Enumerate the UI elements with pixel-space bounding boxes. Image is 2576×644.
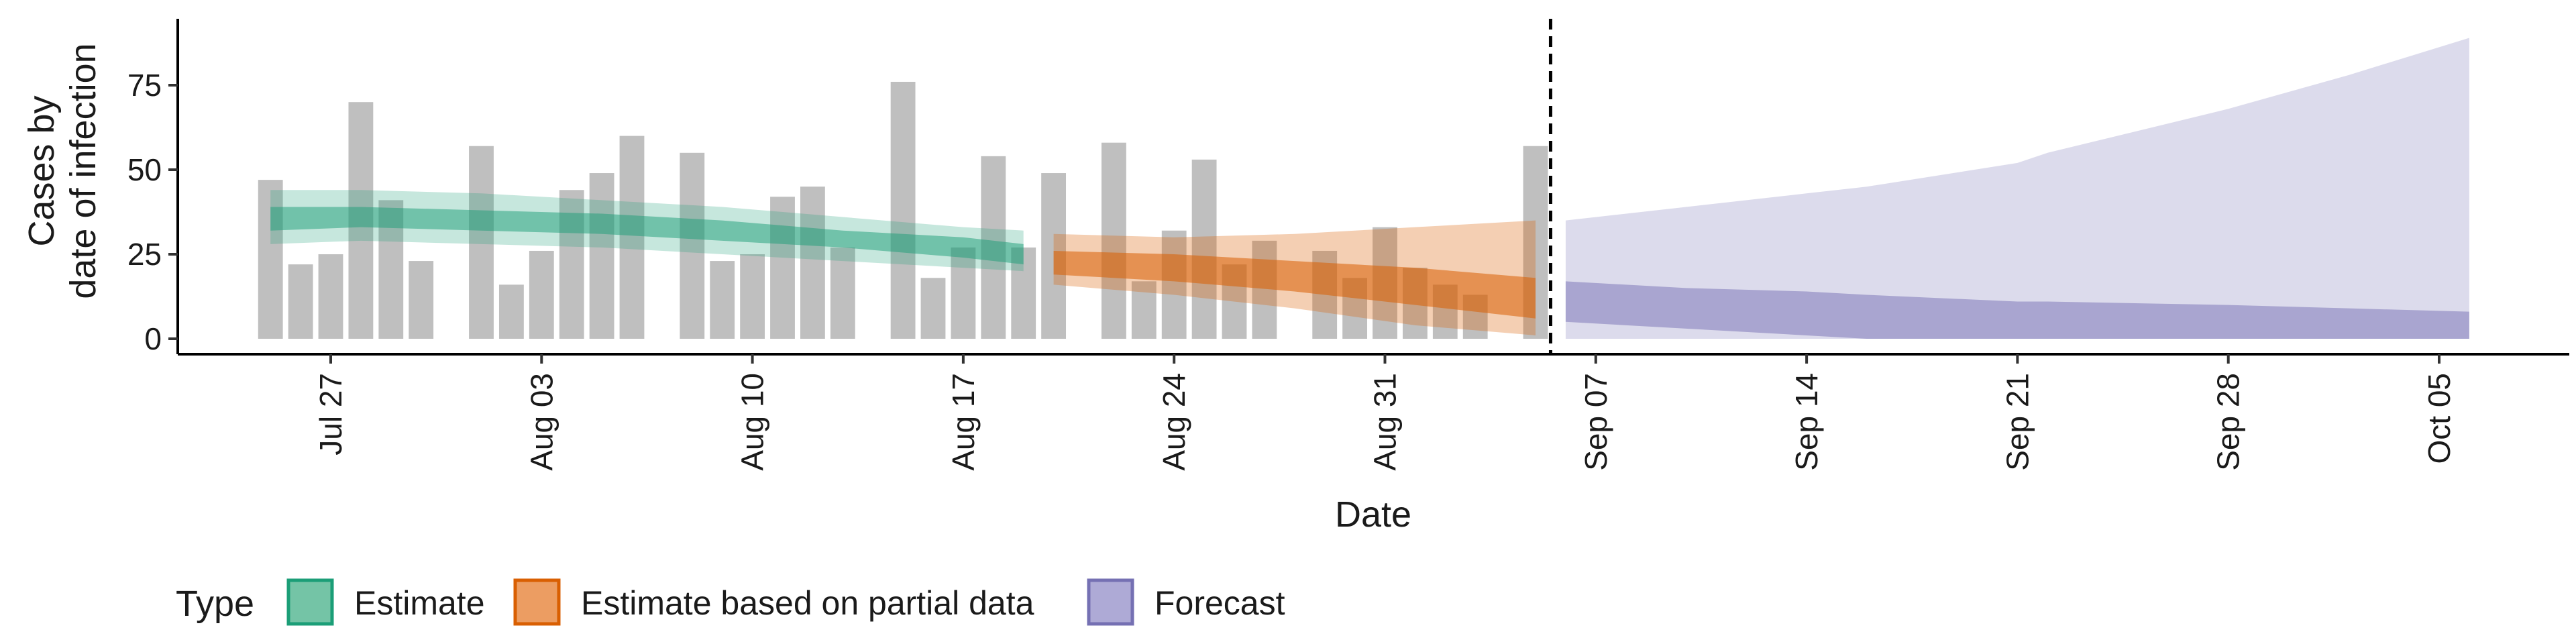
case-bar xyxy=(318,254,343,339)
case-bar xyxy=(770,197,795,339)
case-bar xyxy=(680,152,705,339)
legend-key-3 xyxy=(1087,578,1134,626)
y-axis-ticks: 0 25 50 75 xyxy=(127,68,178,356)
x-axis-label: Date xyxy=(1335,494,1411,535)
case-bar xyxy=(740,254,765,339)
x-tick-label: Sep 07 xyxy=(1578,373,1613,471)
y-tick-label: 25 xyxy=(127,237,162,272)
case-bar xyxy=(1161,230,1187,339)
y-axis-label-line-2: date of infection xyxy=(63,43,103,299)
case-bar xyxy=(1131,281,1157,339)
legend-label-3: Forecast xyxy=(1155,584,1285,622)
case-bar xyxy=(710,261,735,339)
forecast-ribbon-90 xyxy=(1565,38,2469,339)
partial-estimate-ribbon-50 xyxy=(1053,250,1536,319)
case-bar xyxy=(288,264,313,339)
case-bar xyxy=(920,278,946,339)
y-tick-label: 0 xyxy=(144,321,162,356)
x-tick-label: Jul 27 xyxy=(313,373,348,455)
x-tick-label: Sep 21 xyxy=(2000,373,2035,471)
case-bar xyxy=(890,81,916,339)
case-bar xyxy=(1252,240,1277,339)
case-bar xyxy=(258,180,283,339)
x-tick-label: Oct 05 xyxy=(2422,373,2457,464)
x-tick-label: Aug 10 xyxy=(735,373,770,471)
legend-title: Type xyxy=(176,584,254,624)
legend-label-1: Estimate xyxy=(354,584,485,622)
case-bar xyxy=(469,146,494,339)
legend: Type Estimate Estimate based on partial da… xyxy=(176,578,1285,626)
legend-key-2 xyxy=(513,578,561,626)
case-bar xyxy=(589,173,614,339)
case-bar xyxy=(529,250,554,339)
case-bar xyxy=(800,186,825,339)
x-tick-label: Aug 03 xyxy=(524,373,559,471)
case-bar xyxy=(1101,142,1126,339)
case-bar xyxy=(409,261,434,339)
reported-cases-bars xyxy=(258,81,1548,339)
case-bar xyxy=(619,136,645,339)
y-tick-label: 50 xyxy=(127,152,162,187)
estimate-ribbons xyxy=(270,38,2469,339)
x-tick-label: Aug 17 xyxy=(946,373,981,471)
case-bar xyxy=(1191,159,1217,339)
y-axis-label-line-1: Cases by xyxy=(21,95,62,246)
legend-label-2: Estimate based on partial data xyxy=(581,584,1034,622)
estimate-ribbon-50 xyxy=(270,207,1024,265)
y-tick-label: 75 xyxy=(127,68,162,103)
x-tick-label: Aug 31 xyxy=(1368,373,1403,471)
legend-key-1 xyxy=(286,578,334,626)
x-tick-label: Aug 24 xyxy=(1157,373,1191,471)
x-tick-label: Sep 14 xyxy=(1789,373,1824,471)
case-bar xyxy=(498,284,524,339)
case-bar xyxy=(951,247,976,339)
axes xyxy=(176,19,2569,356)
forecast-ribbon-50 xyxy=(1565,281,2469,339)
x-axis-ticks: Jul 27 Aug 03 Aug 10 Aug 17 Aug 24 Aug 31 Sep … xyxy=(313,354,2457,471)
case-bar xyxy=(830,247,855,339)
x-tick-label: Sep 28 xyxy=(2211,373,2246,471)
